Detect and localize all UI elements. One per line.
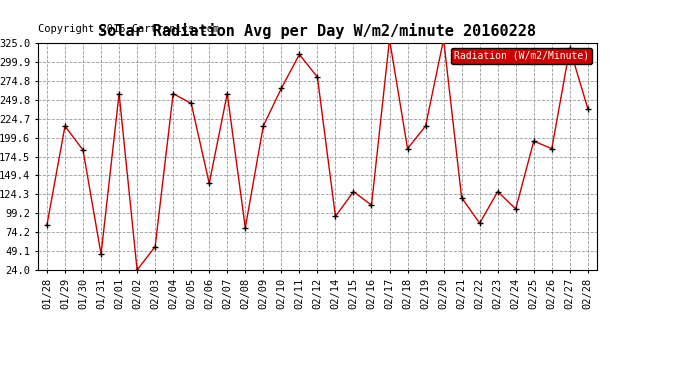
- Legend: Radiation (W/m2/Minute): Radiation (W/m2/Minute): [451, 48, 592, 64]
- Title: Solar Radiation Avg per Day W/m2/minute 20160228: Solar Radiation Avg per Day W/m2/minute …: [99, 23, 536, 39]
- Text: Copyright 2016 Cartronics.com: Copyright 2016 Cartronics.com: [38, 24, 219, 34]
